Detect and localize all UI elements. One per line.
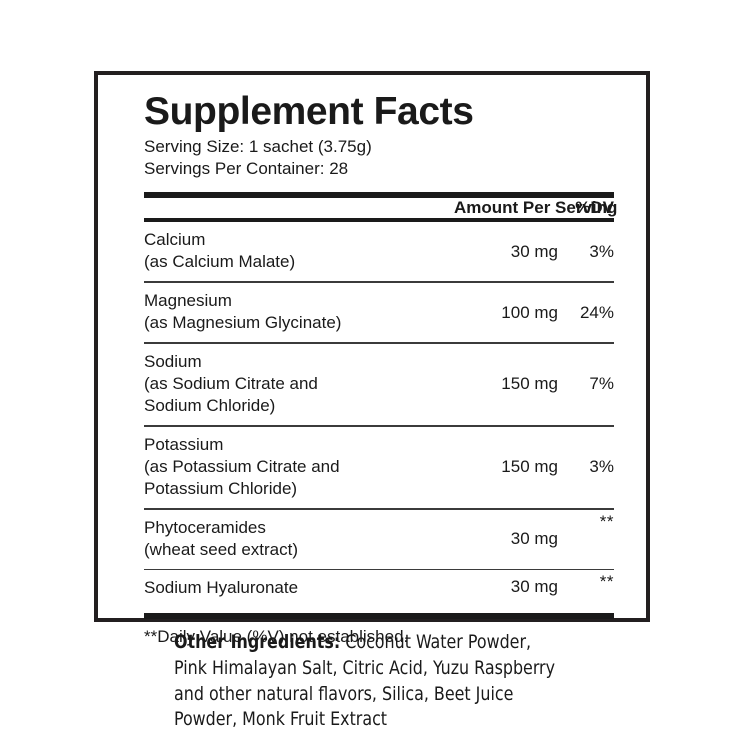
nutrient-amount: 150 mg: [501, 457, 558, 477]
row-separator-wrap: [144, 425, 614, 427]
nutrition-table-body: Amount Per Serving %DV Calcium (as Calci…: [144, 198, 618, 607]
row-separator-cell: [144, 568, 614, 571]
nutrient-source: (wheat seed extract): [144, 539, 299, 559]
supplement-facts-content: Supplement Facts Serving Size: 1 sachet …: [144, 90, 618, 647]
other-ingredients-text: Coconut Water Powder, Pink Himalayan Sal…: [174, 631, 555, 731]
nutrient-amount: 30 mg: [510, 241, 558, 261]
nutrient-dv-cell: **: [558, 570, 614, 607]
nutrient-source: (as Calcium Malate): [144, 252, 296, 272]
nutrient-name-cell: Potassium (as Potassium Citrate and Pota…: [144, 427, 454, 508]
nutrient-name-cell: Phytoceramides (wheat seed extract): [144, 510, 454, 569]
other-ingredients-block: Other Ingredients: Coconut Water Powder,…: [174, 630, 565, 733]
table-header-row: Amount Per Serving %DV: [144, 198, 618, 218]
nutrient-name: Sodium Hyaluronate: [144, 578, 299, 598]
daily-value-footnote: **Daily Value (%V) not established.: [144, 627, 409, 647]
nutrient-name-cell: Calcium (as Calcium Malate): [144, 222, 454, 281]
nutrient-dv-footnote-marker: **: [599, 572, 614, 592]
column-header-name: [144, 198, 454, 218]
rule-top-thick: [144, 192, 614, 199]
nutrient-amount: 150 mg: [501, 374, 558, 394]
nutrient-name-cell: Sodium (as Sodium Citrate and Sodium Chl…: [144, 344, 454, 425]
servings-per-container-text: Servings Per Container: 28: [144, 158, 349, 178]
row-separator: [144, 425, 614, 427]
nutrient-name: Potassium: [144, 434, 224, 454]
nutrient-dv-footnote-marker: **: [599, 511, 614, 531]
nutrient-amount: 30 mg: [510, 529, 558, 549]
nutrient-amount: 100 mg: [501, 302, 558, 322]
column-header-amount: Amount Per Serving: [454, 198, 618, 218]
nutrient-name: Calcium: [144, 230, 206, 250]
supplement-facts-panel: Supplement Facts Serving Size: 1 sachet …: [94, 71, 650, 646]
rule-under-header-cell: [144, 218, 614, 223]
nutrient-dv-cell: **: [558, 510, 614, 569]
serving-size-text: Serving Size: 1 sachet (3.75g): [144, 136, 372, 156]
row-separator: [144, 342, 614, 344]
nutrient-name-cell: Magnesium (as Magnesium Glycinate): [144, 283, 454, 342]
nutrient-name: Phytoceramides: [144, 517, 266, 537]
row-separator: [144, 568, 614, 571]
table-row: Magnesium (as Magnesium Glycinate) 100 m…: [144, 283, 614, 342]
nutrient-source: (as Sodium Citrate and: [144, 373, 318, 393]
row-separator-cell: [144, 425, 614, 427]
table-row: Calcium (as Calcium Malate) 30 mg 3%: [144, 222, 614, 281]
table-row: Sodium (as Sodium Citrate and Sodium Chl…: [144, 344, 614, 425]
table-row: Sodium Hyaluronate 30 mg **: [144, 570, 614, 607]
row-separator-cell: [144, 281, 614, 284]
nutrient-name-cell: Sodium Hyaluronate: [144, 570, 454, 607]
rule-under-header-wrap: [144, 218, 614, 223]
nutrient-amount: 30 mg: [510, 577, 558, 597]
nutrient-name: Sodium: [144, 351, 202, 371]
nutrient-dv: 7%: [589, 374, 614, 394]
table-row: Potassium (as Potassium Citrate and Pota…: [144, 427, 614, 508]
rule-bottom-thick: [144, 613, 614, 620]
row-separator-wrap: [144, 507, 614, 510]
row-separator-wrap: [144, 281, 614, 284]
column-header-dv: %DV: [575, 198, 614, 218]
nutrient-source: (as Magnesium Glycinate): [144, 313, 342, 333]
nutrient-source: (as Potassium Citrate and: [144, 456, 340, 476]
table-row: Phytoceramides (wheat seed extract) 30 m…: [144, 510, 614, 569]
row-separator-cell: [144, 507, 614, 510]
nutrient-source-2: Sodium Chloride): [144, 396, 276, 416]
row-separator-wrap: [144, 342, 614, 344]
nutrient-dv: 24%: [579, 302, 614, 322]
row-separator: [144, 507, 614, 510]
nutrient-dv: 3%: [589, 457, 614, 477]
other-ingredients-label: Other Ingredients:: [174, 631, 341, 653]
nutrient-name: Magnesium: [144, 291, 232, 311]
nutrition-table: Amount Per Serving %DV Calcium (as Calci…: [144, 198, 618, 607]
nutrient-dv: 3%: [589, 241, 614, 261]
page-title: Supplement Facts: [144, 90, 474, 133]
nutrient-source-2: Potassium Chloride): [144, 478, 298, 498]
rule-under-header: [144, 218, 614, 223]
row-separator: [144, 281, 614, 284]
row-separator-wrap: [144, 568, 614, 571]
row-separator-cell: [144, 342, 614, 344]
